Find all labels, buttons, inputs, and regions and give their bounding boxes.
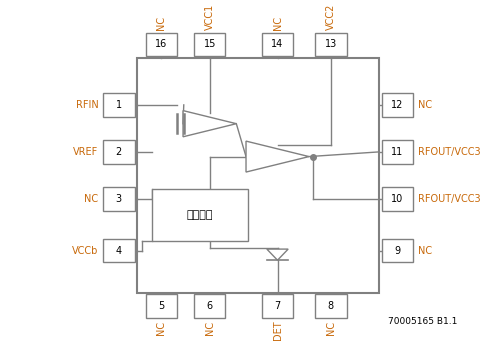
Bar <box>137 58 379 293</box>
Text: 13: 13 <box>325 40 337 50</box>
Bar <box>145 294 177 318</box>
Text: 2: 2 <box>116 147 122 157</box>
Text: DET: DET <box>272 321 283 341</box>
Bar <box>315 294 347 318</box>
Bar <box>381 239 413 262</box>
Text: 14: 14 <box>271 40 284 50</box>
Text: 70005165 B1.1: 70005165 B1.1 <box>388 317 457 326</box>
Text: VCC1: VCC1 <box>205 4 215 30</box>
Text: 10: 10 <box>391 194 404 204</box>
Text: 4: 4 <box>116 246 122 256</box>
Text: NC: NC <box>418 246 432 256</box>
Polygon shape <box>183 110 236 137</box>
Bar <box>103 93 134 117</box>
Text: NC: NC <box>205 321 215 335</box>
Text: 1: 1 <box>116 100 122 110</box>
Text: RFIN: RFIN <box>75 100 98 110</box>
Bar <box>103 239 134 262</box>
Text: VREF: VREF <box>73 147 98 157</box>
Text: 9: 9 <box>394 246 400 256</box>
Text: NC: NC <box>84 194 98 204</box>
Text: 15: 15 <box>203 40 216 50</box>
Text: 8: 8 <box>328 301 334 311</box>
Text: VCC2: VCC2 <box>326 3 336 30</box>
Bar <box>381 187 413 211</box>
Text: NC: NC <box>418 100 432 110</box>
Text: RFOUT/VCC3: RFOUT/VCC3 <box>418 147 481 157</box>
Bar <box>194 294 225 318</box>
Text: 16: 16 <box>155 40 167 50</box>
Text: 7: 7 <box>274 301 281 311</box>
Bar <box>381 93 413 117</box>
Bar <box>381 140 413 164</box>
Text: 6: 6 <box>207 301 213 311</box>
Bar <box>315 33 347 56</box>
Bar <box>262 33 293 56</box>
Text: NC: NC <box>272 16 283 30</box>
Bar <box>103 187 134 211</box>
Text: 3: 3 <box>116 194 122 204</box>
Text: NC: NC <box>156 16 166 30</box>
Text: 偏置电路: 偏置电路 <box>187 210 213 220</box>
Text: VCCb: VCCb <box>72 246 98 256</box>
Bar <box>103 140 134 164</box>
Text: 11: 11 <box>391 147 404 157</box>
Text: 12: 12 <box>391 100 404 110</box>
Text: NC: NC <box>156 321 166 335</box>
Polygon shape <box>246 141 309 172</box>
Bar <box>145 33 177 56</box>
Polygon shape <box>267 249 288 260</box>
Text: 5: 5 <box>158 301 164 311</box>
Bar <box>194 33 225 56</box>
Text: NC: NC <box>326 321 336 335</box>
Bar <box>262 294 293 318</box>
Text: RFOUT/VCC3: RFOUT/VCC3 <box>418 194 481 204</box>
Bar <box>152 190 248 241</box>
